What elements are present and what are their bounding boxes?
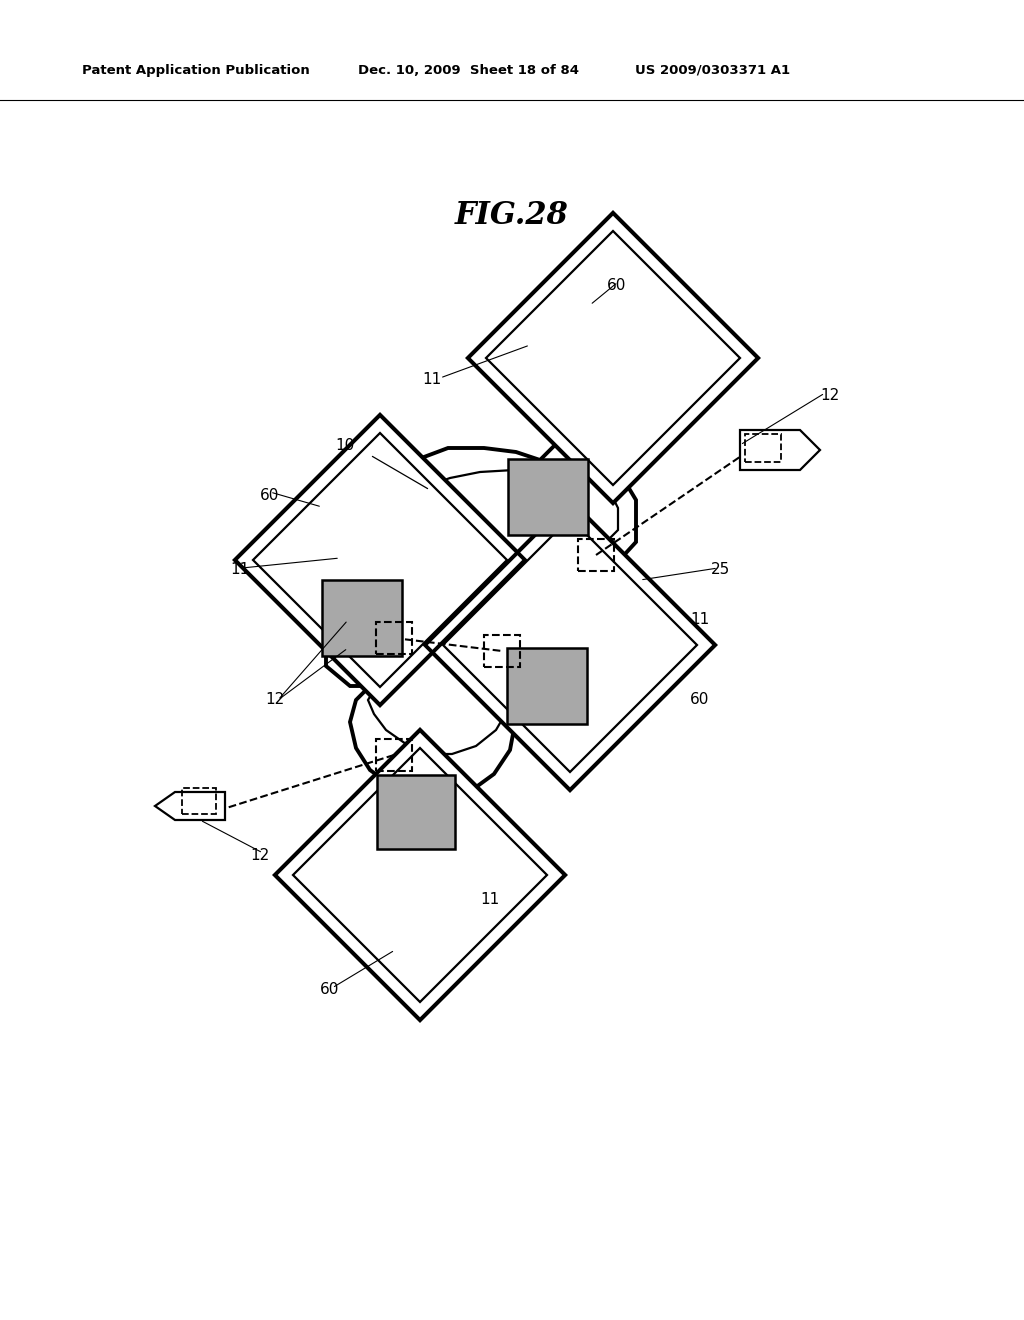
Polygon shape xyxy=(234,414,525,705)
Polygon shape xyxy=(275,730,565,1020)
Polygon shape xyxy=(425,500,715,789)
Bar xyxy=(182,788,216,814)
Bar xyxy=(508,459,588,535)
Text: 11: 11 xyxy=(690,612,710,627)
Bar xyxy=(376,622,412,653)
Text: 10: 10 xyxy=(336,437,355,453)
Text: 12: 12 xyxy=(820,388,840,403)
Text: 12: 12 xyxy=(265,693,285,708)
Text: 60: 60 xyxy=(607,277,627,293)
Text: Dec. 10, 2009  Sheet 18 of 84: Dec. 10, 2009 Sheet 18 of 84 xyxy=(358,63,580,77)
Text: US 2009/0303371 A1: US 2009/0303371 A1 xyxy=(635,63,790,77)
Bar xyxy=(376,739,412,771)
Text: 60: 60 xyxy=(321,982,340,998)
Polygon shape xyxy=(155,792,225,820)
Bar xyxy=(322,579,402,656)
Polygon shape xyxy=(740,430,820,470)
Text: 60: 60 xyxy=(260,487,280,503)
Bar xyxy=(578,539,614,572)
Polygon shape xyxy=(319,442,656,796)
Text: 11: 11 xyxy=(422,372,441,388)
Polygon shape xyxy=(425,500,715,789)
Text: 25: 25 xyxy=(711,562,730,578)
Polygon shape xyxy=(468,213,758,503)
Bar xyxy=(507,648,587,723)
Bar xyxy=(484,635,520,667)
Bar xyxy=(377,775,455,849)
Bar xyxy=(745,434,781,462)
Text: 11: 11 xyxy=(230,562,250,578)
Polygon shape xyxy=(468,213,758,503)
Polygon shape xyxy=(275,730,565,1020)
Text: 12: 12 xyxy=(251,847,269,862)
Text: FIG.28: FIG.28 xyxy=(455,199,569,231)
Text: 60: 60 xyxy=(690,693,710,708)
Text: Patent Application Publication: Patent Application Publication xyxy=(82,63,309,77)
Text: 11: 11 xyxy=(480,892,500,908)
Polygon shape xyxy=(234,414,525,705)
